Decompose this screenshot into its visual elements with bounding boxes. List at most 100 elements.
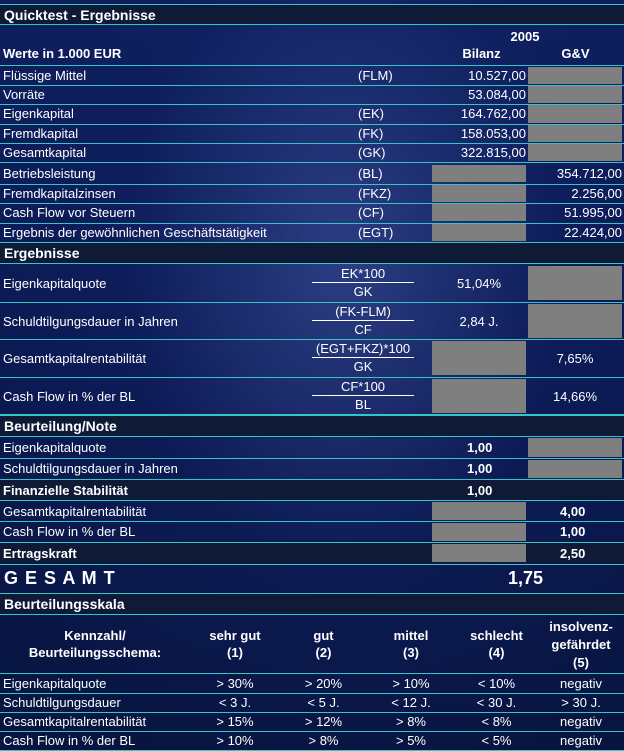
- ratio-formula: CF*100 BL: [312, 379, 414, 412]
- grey-cell: [432, 341, 526, 375]
- income-row-label: Ergebnis der gewöhnlichen Geschäftstätig…: [3, 224, 267, 240]
- skala-col-head-3: (2): [315, 645, 332, 660]
- ratio-value-guv: 7,65%: [556, 351, 594, 366]
- skala-row-label: Gesamtkapitalrentabilität: [3, 714, 147, 729]
- formula-denominator: GK: [353, 284, 373, 299]
- col-guv-header: G&V: [561, 46, 590, 61]
- beurteilung-title: Beurteilung/Note: [4, 418, 117, 434]
- skala-row-label: Eigenkapitalquote: [3, 676, 107, 691]
- balance-row-abbr: (FLM): [358, 68, 393, 83]
- grey-cell: [528, 105, 622, 123]
- income-row-guv: 51.995,00: [564, 205, 622, 220]
- formula-numerator: EK*100: [312, 266, 414, 283]
- grade-sdd-value: 1,00: [467, 461, 493, 476]
- ergebnisse-title: Ergebnisse: [4, 245, 80, 261]
- grade-ek-label: Ertragskraft: [3, 546, 77, 561]
- grey-cell: [432, 184, 526, 202]
- ratio-label: Eigenkapitalquote: [3, 276, 107, 291]
- ratio-formula: (EGT+FKZ)*100 GK: [312, 341, 414, 374]
- formula-denominator: CF: [354, 321, 372, 337]
- year-label: 2005: [510, 29, 540, 44]
- income-row-abbr: (EGT): [358, 224, 394, 240]
- skala-cell: < 30 J.: [476, 695, 517, 710]
- skala-head-label-1: Kennzahl/: [64, 628, 126, 643]
- balance-row-bilanz: 164.762,00: [460, 106, 526, 122]
- grey-cell: [432, 204, 526, 221]
- grade-gkr-value: 4,00: [560, 504, 586, 519]
- ratio-formula: EK*100 GK: [312, 266, 414, 299]
- skala-cell: negativ: [560, 676, 602, 691]
- grey-cell: [528, 124, 622, 142]
- balance-row-abbr: (GK): [358, 144, 386, 160]
- ratio-value-guv: 14,66%: [552, 388, 598, 404]
- formula-denominator: BL: [355, 396, 371, 412]
- grey-cell: [528, 86, 622, 104]
- balance-row-bilanz: 322.815,00: [460, 144, 526, 160]
- balance-row-bilanz: 158.053,00: [460, 125, 526, 141]
- skala-col-head-3: (3): [403, 645, 419, 660]
- income-row-label: Cash Flow vor Steuern: [3, 205, 136, 220]
- balance-row-abbr: (EK): [358, 106, 384, 122]
- formula-numerator: (FK-FLM): [312, 304, 414, 321]
- balance-row-label: Eigenkapital: [3, 106, 74, 122]
- skala-col-head-2: gefährdet: [551, 637, 611, 652]
- ratio-formula: (FK-FLM) CF: [312, 304, 414, 337]
- skala-cell: < 5 J.: [307, 695, 340, 710]
- ratio-label: Cash Flow in % der BL: [3, 388, 136, 404]
- skala-col-head-2: gut: [313, 628, 334, 643]
- ergebnisse-header: Ergebnisse: [0, 242, 624, 263]
- balance-row-label: Flüssige Mittel: [3, 68, 87, 83]
- skala-cell: < 8%: [481, 714, 512, 729]
- grade-ekq-value: 1,00: [467, 440, 493, 455]
- skala-row-label: Cash Flow in % der BL: [3, 733, 136, 748]
- skala-cell: > 8%: [396, 714, 426, 729]
- skala-col-head-2: sehr gut: [209, 628, 261, 643]
- balance-row-abbr: (FK): [358, 125, 384, 141]
- grey-cell: [528, 143, 622, 161]
- skala-col-head-2: mittel: [393, 628, 429, 643]
- income-row-label: Fremdkapitalzinsen: [3, 185, 116, 201]
- skala-col-head-3: (1): [227, 645, 243, 660]
- skala-cell: > 10%: [392, 676, 430, 691]
- balance-row-bilanz: 53.084,00: [468, 87, 526, 103]
- grade-gkr-label: Gesamtkapitalrentabilität: [3, 504, 147, 519]
- formula-numerator: (EGT+FKZ)*100: [312, 341, 414, 358]
- units-label: Werte in 1.000 EUR: [3, 46, 122, 61]
- grade-sdd-label: Schuldtilgungsdauer in Jahren: [3, 461, 178, 476]
- skala-cell: > 30 J.: [561, 695, 601, 710]
- skala-cell: > 12%: [304, 714, 343, 729]
- balance-row-label: Gesamtkapital: [3, 144, 87, 160]
- balance-row-label: Fremdkapital: [3, 125, 79, 141]
- grade-cf-label: Cash Flow in % der BL: [3, 524, 136, 539]
- skala-cell: < 12 J.: [391, 695, 431, 710]
- formula-numerator: CF*100: [312, 379, 414, 396]
- ratio-label: Gesamtkapitalrentabilität: [3, 351, 147, 366]
- grey-cell: [432, 165, 526, 182]
- grade-cf-value: 1,00: [560, 524, 586, 539]
- beurteilung-header: Beurteilung/Note: [0, 415, 624, 436]
- grade-ekq-label: Eigenkapitalquote: [3, 440, 107, 455]
- skala-head-label-2: Beurteilungsschema:: [28, 645, 162, 660]
- col-bilanz-header: Bilanz: [462, 46, 501, 61]
- skala-cell: < 5%: [481, 733, 512, 748]
- income-row-abbr: (BL): [358, 166, 383, 181]
- skala-col-head-1: insolvenz-: [549, 619, 613, 634]
- ratio-label: Schuldtilgungsdauer in Jahren: [3, 313, 178, 329]
- skala-col-head-2: schlecht: [470, 628, 523, 643]
- grey-cell: [528, 266, 622, 300]
- balance-row-bilanz: 10.527,00: [468, 68, 526, 83]
- skala-cell: negativ: [560, 733, 602, 748]
- grade-ek-value: 2,50: [560, 546, 586, 561]
- grey-cell: [432, 223, 526, 241]
- skala-cell: > 15%: [216, 714, 254, 729]
- skala-col-head-3: (5): [573, 655, 589, 670]
- skala-cell: > 30%: [216, 676, 254, 691]
- income-row-abbr: (FKZ): [358, 185, 392, 201]
- skala-title: Beurteilungsskala: [4, 596, 125, 612]
- skala-cell: > 20%: [304, 676, 343, 691]
- skala-cell: < 10%: [477, 676, 516, 691]
- ratio-value-bilanz: 2,84 J.: [459, 313, 499, 329]
- skala-cell: negativ: [560, 714, 602, 729]
- ratio-value-bilanz: 51,04%: [456, 276, 502, 291]
